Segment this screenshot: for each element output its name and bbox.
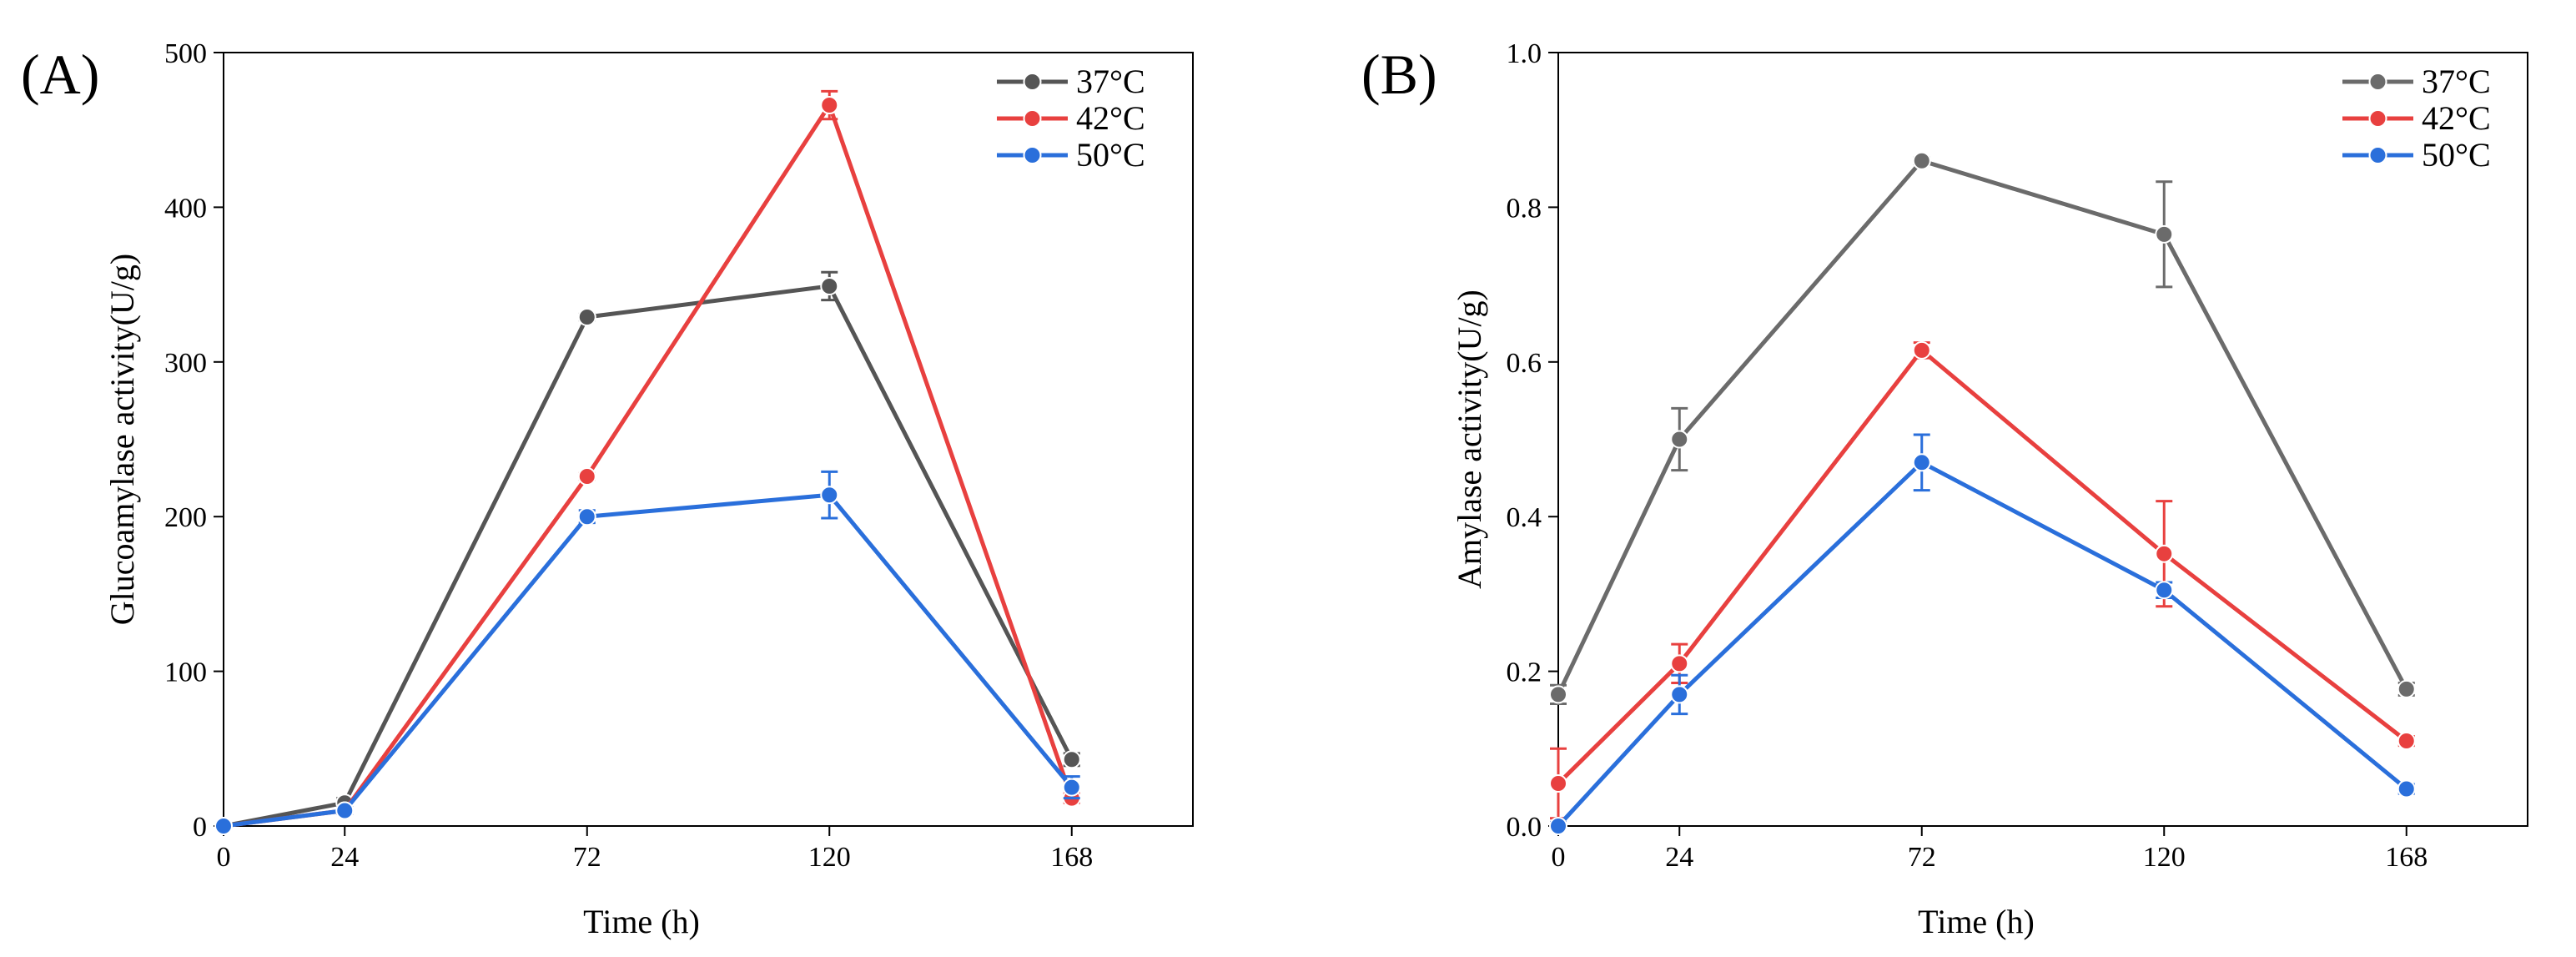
- series-3: [214, 470, 1081, 835]
- series-line: [1556, 159, 2408, 696]
- data-point: [214, 817, 233, 835]
- x-tick-label: 24: [330, 842, 359, 873]
- legend-label: 50°C: [2422, 136, 2491, 174]
- x-tick-label: 168: [1050, 842, 1093, 873]
- x-axis-title: Time (h): [1918, 903, 2035, 940]
- series-line: [1557, 348, 2408, 785]
- series-line: [223, 284, 1074, 829]
- legend-item: 37°C: [2342, 63, 2491, 100]
- legend-label: 50°C: [1076, 136, 1145, 174]
- data-point: [2155, 224, 2174, 244]
- data-point: [1549, 685, 1567, 704]
- legend-item: 42°C: [997, 99, 1145, 137]
- data-point: [1549, 774, 1567, 793]
- legend-item: 50°C: [997, 136, 1145, 174]
- chart-panel-2: (B) 0 24 72 120 168 0.0 0.2 0.4 0.6 0.8 1.0 Time (h)…: [1361, 38, 2528, 940]
- legend-marker: [1023, 146, 1042, 164]
- x-tick-label: 120: [2143, 842, 2186, 873]
- data-point: [2155, 581, 2174, 600]
- y-axis-title: Glucoamylase activity(U/g): [103, 254, 141, 625]
- y-tick-label: 0.0: [1507, 812, 1542, 843]
- legend-label: 37°C: [2422, 63, 2491, 100]
- legend-label: 42°C: [2422, 99, 2491, 137]
- data-point: [2397, 732, 2416, 751]
- data-point: [1912, 453, 1931, 472]
- series-2: [1549, 340, 2416, 820]
- data-point: [335, 801, 355, 820]
- y-tick-label: 300: [164, 348, 207, 379]
- data-point: [2155, 544, 2174, 563]
- data-point: [1670, 685, 1689, 704]
- series-line: [223, 492, 1074, 829]
- data-point: [2397, 679, 2416, 698]
- data-point: [820, 276, 839, 295]
- legend-label: 42°C: [1076, 99, 1145, 137]
- series-1: [214, 270, 1081, 835]
- x-tick-label: 72: [573, 842, 601, 873]
- y-tick-label: 500: [164, 38, 207, 69]
- y-tick-label: 0: [193, 812, 207, 843]
- x-tick-label: 168: [2385, 842, 2428, 873]
- series-2: [214, 89, 1081, 835]
- chart-panel-1: (A) 0 24 72 120 168 0 100 200 300 400 500 Time (h) Gl…: [21, 38, 1194, 940]
- data-point: [820, 486, 839, 505]
- series-line: [223, 103, 1074, 829]
- data-point: [577, 466, 596, 486]
- legend-item: 42°C: [2342, 99, 2491, 137]
- y-tick-label: 0.8: [1507, 193, 1542, 224]
- legend-marker: [2368, 73, 2387, 91]
- legend-label: 37°C: [1076, 63, 1145, 100]
- x-tick-label: 72: [1908, 842, 1936, 873]
- series-1: [1549, 151, 2416, 706]
- x-tick-label: 0: [1552, 842, 1566, 873]
- series-3: [1549, 433, 2416, 835]
- y-tick-label: 100: [164, 657, 207, 688]
- data-point: [1912, 151, 1931, 170]
- data-point: [2397, 779, 2416, 798]
- data-point: [1062, 750, 1081, 769]
- y-axis-title: Amylase activity(U/g): [1451, 290, 1488, 589]
- x-tick-label: 120: [808, 842, 851, 873]
- y-tick-label: 400: [164, 193, 207, 224]
- data-point: [1912, 340, 1931, 360]
- legend-marker: [1023, 109, 1042, 128]
- plot-frame: [223, 52, 1194, 827]
- data-point: [820, 96, 839, 115]
- data-point: [577, 308, 596, 327]
- legend-marker: [2368, 146, 2387, 164]
- plot-frame: [1557, 52, 2528, 827]
- panel-label: (A): [21, 43, 99, 106]
- legend-marker: [2368, 109, 2387, 128]
- legend-item: 37°C: [997, 63, 1145, 100]
- x-tick-label: 24: [1665, 842, 1693, 873]
- data-point: [1062, 778, 1081, 797]
- legend-marker: [1023, 73, 1042, 91]
- data-point: [1549, 817, 1567, 835]
- y-tick-label: 0.2: [1507, 657, 1542, 688]
- y-tick-label: 0.4: [1507, 502, 1542, 533]
- y-tick-label: 0.6: [1507, 348, 1542, 379]
- legend-item: 50°C: [2342, 136, 2491, 174]
- data-point: [577, 507, 596, 526]
- x-axis-title: Time (h): [583, 903, 700, 940]
- y-tick-label: 1.0: [1507, 38, 1542, 69]
- panel-label: (B): [1361, 43, 1437, 106]
- x-tick-label: 0: [217, 842, 231, 873]
- data-point: [1670, 654, 1689, 673]
- data-point: [1670, 430, 1689, 449]
- y-tick-label: 200: [164, 502, 207, 533]
